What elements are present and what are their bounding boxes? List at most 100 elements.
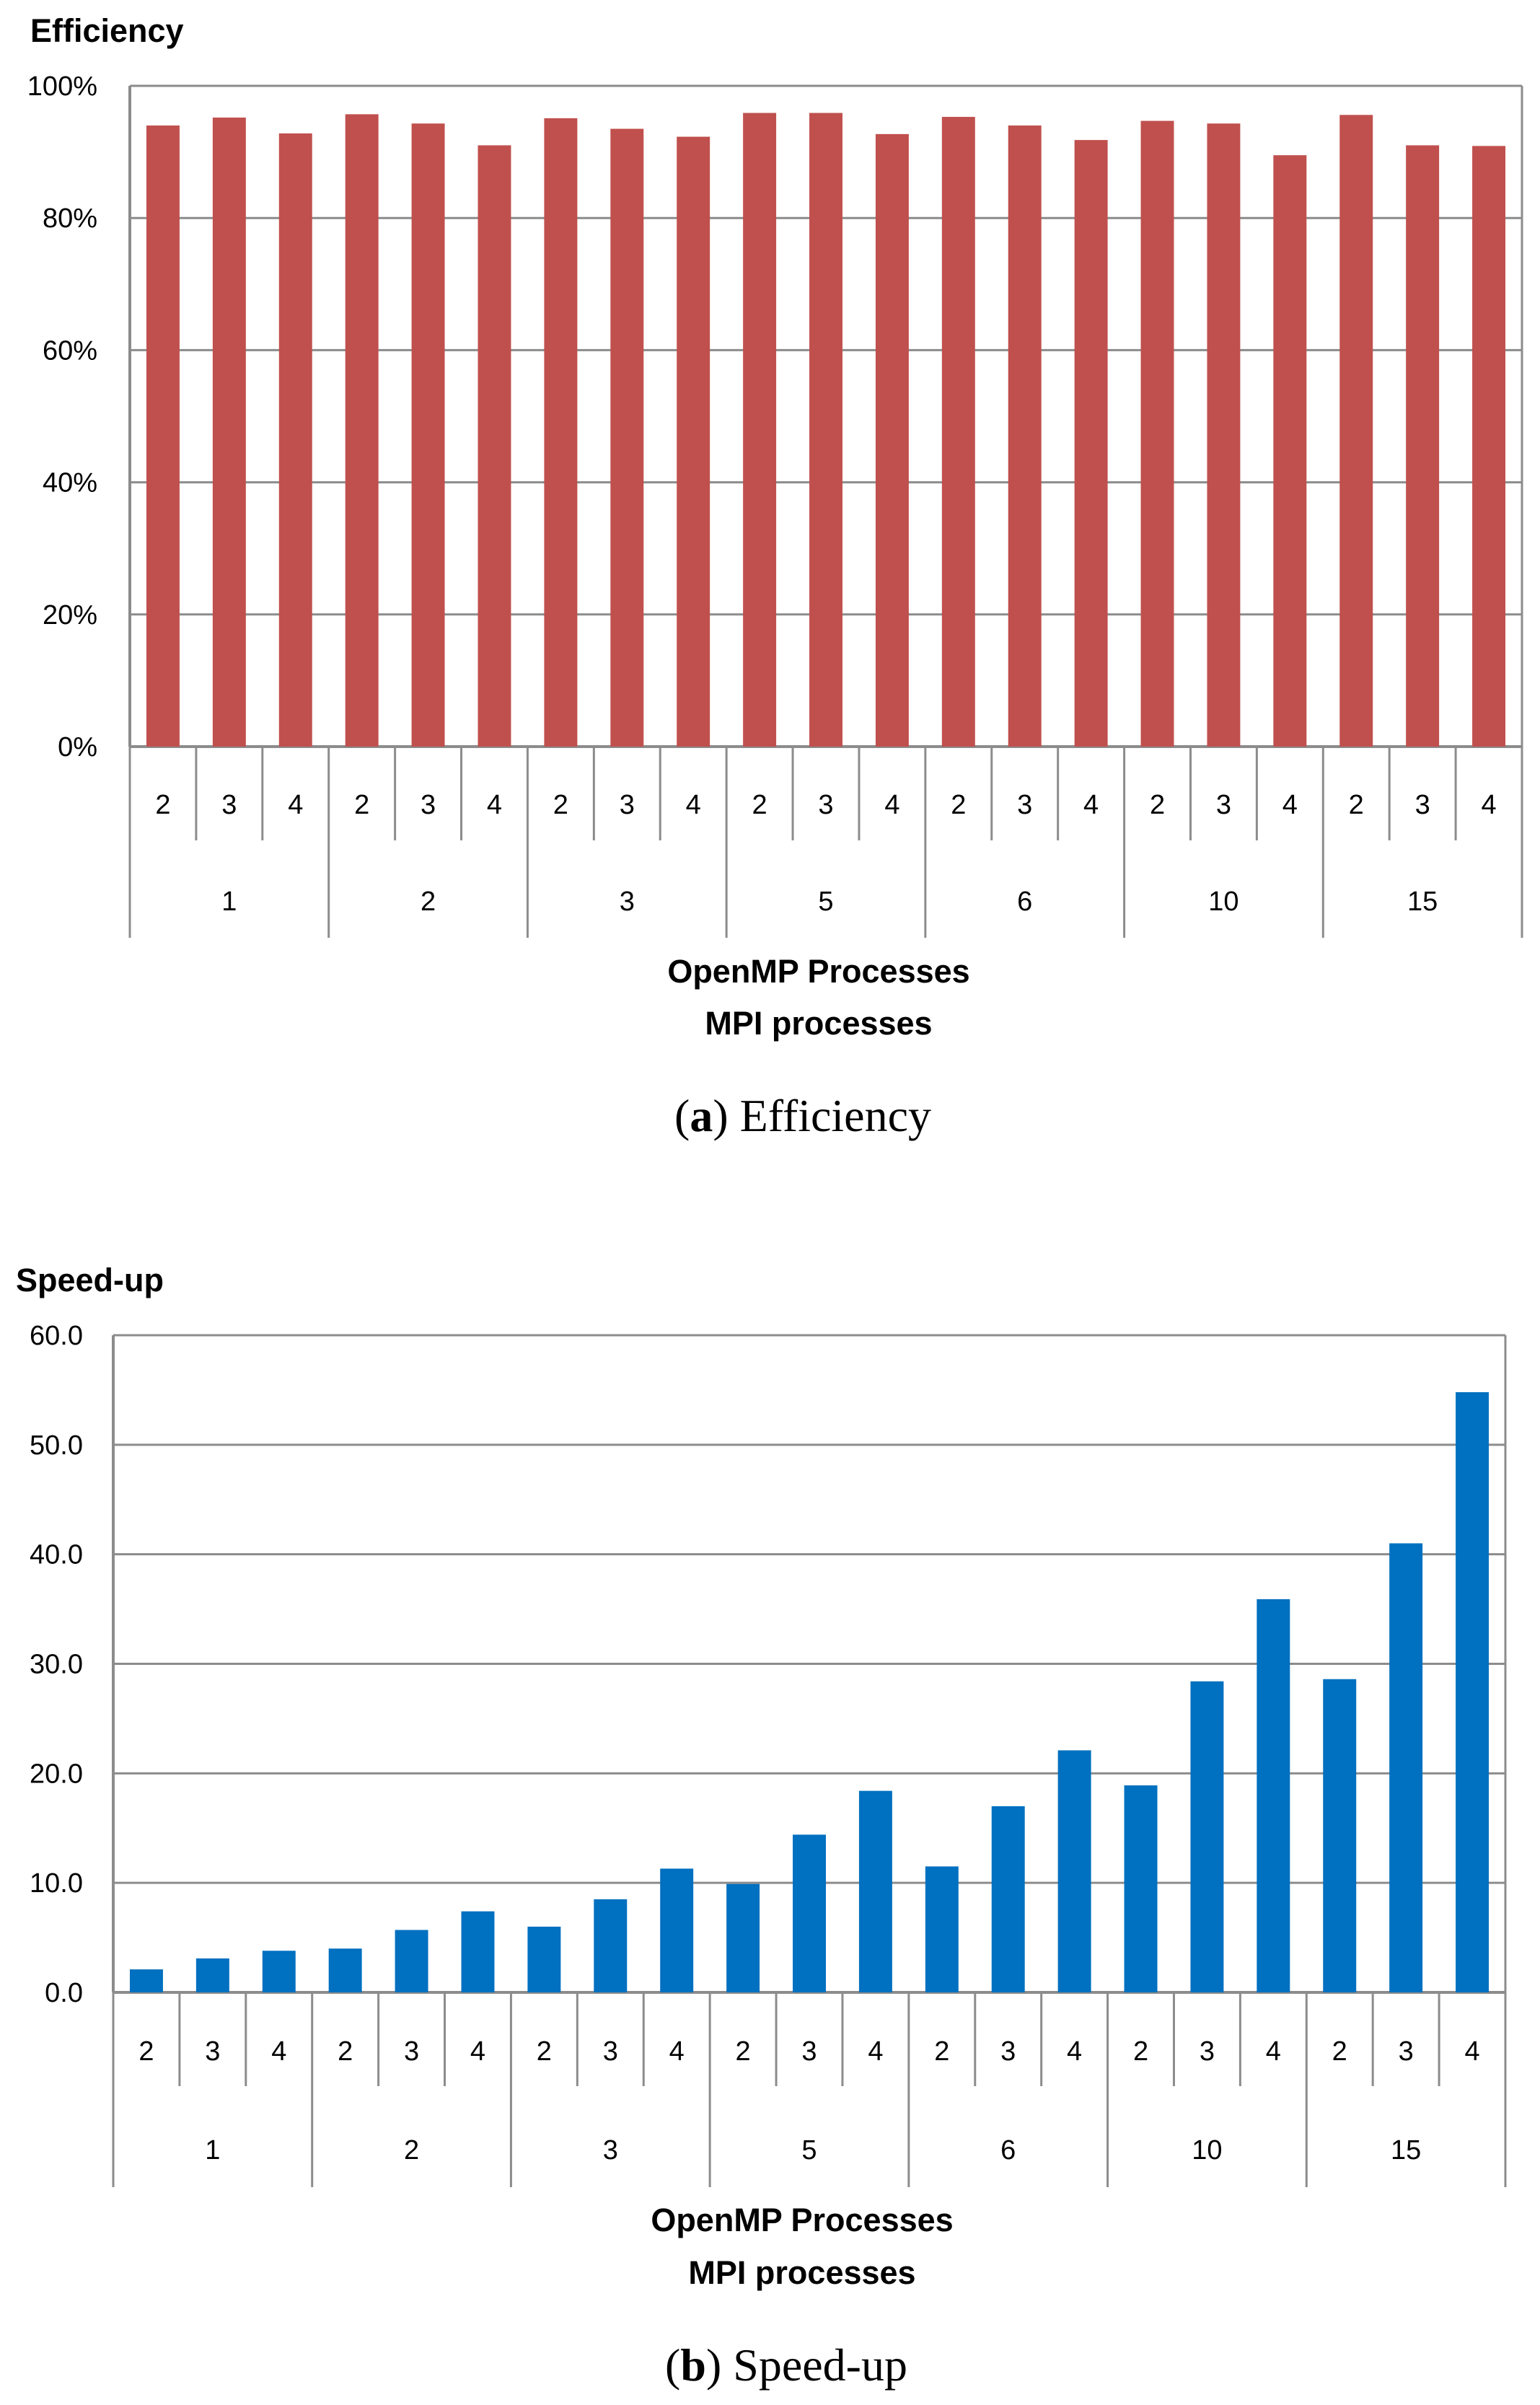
chart-a-ytick-label: 60% xyxy=(43,335,97,366)
chart-b-bar xyxy=(991,1806,1025,1992)
caption-b-label: b xyxy=(680,2339,706,2391)
chart-b-bar xyxy=(129,1969,163,1992)
chart-a-ytick-label: 40% xyxy=(43,468,97,498)
chart-a-ytick-label: 20% xyxy=(43,600,97,630)
chart-a-category-label: 3 xyxy=(421,790,436,820)
chart-a-category-label: 3 xyxy=(1017,790,1032,820)
chart-a-bar xyxy=(677,136,710,747)
chart-b-ytick-label: 10.0 xyxy=(30,1868,83,1899)
chart-a-xlabel: OpenMP Processes xyxy=(667,953,969,990)
chart-a-category-label: 4 xyxy=(1481,790,1496,820)
chart-b-bar xyxy=(461,1911,495,1992)
chart-b-ytick-label: 60.0 xyxy=(30,1321,83,1351)
chart-b-category-label: 2 xyxy=(338,2036,353,2067)
chart-a-bar xyxy=(809,113,842,747)
chart-a-bar xyxy=(146,125,180,747)
chart-b-bar xyxy=(395,1930,428,1992)
chart-b-bar xyxy=(925,1866,959,1992)
chart-b-bar xyxy=(1456,1391,1490,1992)
chart-a-bar xyxy=(212,117,246,747)
chart-a-category-label: 2 xyxy=(951,790,966,820)
chart-a-ytick-label: 80% xyxy=(43,203,97,234)
chart-a-bar xyxy=(875,133,909,747)
chart-b-group-label: 2 xyxy=(404,2135,419,2166)
chart-a-category-label: 4 xyxy=(1282,790,1298,820)
chart-b-bar xyxy=(262,1951,296,1992)
chart-b-bar xyxy=(1190,1681,1224,1992)
chart-b-bar xyxy=(1323,1679,1357,1992)
chart-a-bar xyxy=(1339,115,1373,747)
chart-b-category-label: 2 xyxy=(537,2036,552,2067)
chart-b-category-label: 4 xyxy=(1464,2036,1479,2067)
chart-a-group-label: 2 xyxy=(421,887,436,917)
chart-b-category-label: 2 xyxy=(736,2036,751,2067)
chart-b-category-label: 3 xyxy=(1200,2036,1215,2067)
chart-b-category-label: 3 xyxy=(1000,2036,1016,2067)
chart-a-category-label: 3 xyxy=(1216,790,1231,820)
chart-b-bar xyxy=(1257,1599,1290,1992)
chart-b-category-label: 4 xyxy=(669,2036,685,2067)
chart-b-group-label: 5 xyxy=(801,2135,817,2166)
chart-a-bar xyxy=(411,123,445,747)
chart-b-category-label: 2 xyxy=(138,2036,154,2067)
chart-a-category-label: 4 xyxy=(884,790,899,820)
chart-a-bar xyxy=(544,118,578,747)
chart-b-bar xyxy=(1389,1543,1423,1992)
chart-a-bar xyxy=(278,133,312,747)
chart-a-bar xyxy=(743,113,777,747)
chart-b-category-label: 4 xyxy=(868,2036,883,2067)
chart-b-bar xyxy=(726,1883,760,1992)
chart-b-ytick-label: 40.0 xyxy=(30,1540,83,1570)
chart-b-bar xyxy=(195,1958,229,1992)
chart-b-ytick-label: 50.0 xyxy=(30,1430,83,1461)
chart-a-category-label: 4 xyxy=(288,790,303,820)
chart-a-xlabel-secondary: MPI processes xyxy=(705,1005,932,1042)
chart-b-bar xyxy=(594,1899,628,1992)
chart-a-category-label: 4 xyxy=(686,790,701,820)
chart-a-category-label: 2 xyxy=(752,790,767,820)
chart-b-title: Speed-up xyxy=(16,1262,164,1298)
chart-a-ytick-label: 100% xyxy=(27,71,97,102)
chart-b-category-label: 3 xyxy=(1399,2036,1414,2067)
chart-b-category-label: 3 xyxy=(603,2036,618,2067)
chart-b-xlabel-secondary: MPI processes xyxy=(688,2254,915,2291)
chart-b-category-label: 2 xyxy=(934,2036,949,2067)
chart-a-bar xyxy=(1472,146,1506,747)
chart-b-group-label: 1 xyxy=(205,2135,220,2166)
chart-a-bar xyxy=(478,145,511,747)
chart-b-ytick-label: 20.0 xyxy=(30,1759,83,1789)
chart-b-ytick-label: 30.0 xyxy=(30,1650,83,1680)
speedup-chart: Speed-up 0.0 10.0 20.0 30.0 40.0 50.0 60.0 2 3 4 2 3… xyxy=(16,1262,1507,2291)
chart-a-category-label: 4 xyxy=(1083,790,1099,820)
chart-a-group-label: 15 xyxy=(1407,887,1438,917)
chart-b-ytick-label: 0.0 xyxy=(45,1978,83,2008)
chart-a-category-label: 2 xyxy=(1349,790,1364,820)
chart-b-category-label: 3 xyxy=(404,2036,419,2067)
chart-a-bar xyxy=(1074,140,1108,747)
chart-a-group-label: 6 xyxy=(1017,887,1032,917)
chart-b-group-label: 3 xyxy=(603,2135,618,2166)
chart-a-category-label: 2 xyxy=(1150,790,1165,820)
chart-b-category-label: 3 xyxy=(801,2036,817,2067)
chart-a-group-label: 5 xyxy=(818,887,833,917)
chart-a-title: Efficiency xyxy=(30,12,184,49)
caption-a-text: Efficiency xyxy=(740,1090,931,1141)
chart-a-category-label: 3 xyxy=(1415,790,1430,820)
caption-a-label: a xyxy=(690,1090,713,1141)
chart-a-bar xyxy=(1273,155,1307,747)
chart-b-bar xyxy=(328,1948,362,1992)
chart-a-bar xyxy=(941,117,975,747)
chart-a-category-label: 3 xyxy=(818,790,833,820)
chart-a-group-label: 10 xyxy=(1208,887,1238,917)
chart-b-group-label: 10 xyxy=(1192,2135,1222,2166)
chart-b-bar xyxy=(1057,1750,1091,1992)
chart-a-bar xyxy=(1406,145,1440,747)
caption-b: (b) Speed-up xyxy=(665,2339,907,2391)
chart-b-bar xyxy=(793,1834,826,1992)
chart-b-bar xyxy=(858,1790,892,1992)
caption-a: (a) Efficiency xyxy=(674,1090,931,1141)
chart-a-bar xyxy=(1008,125,1042,747)
chart-a-ytick-label: 0% xyxy=(58,732,97,762)
chart-b-category-label: 4 xyxy=(470,2036,485,2067)
